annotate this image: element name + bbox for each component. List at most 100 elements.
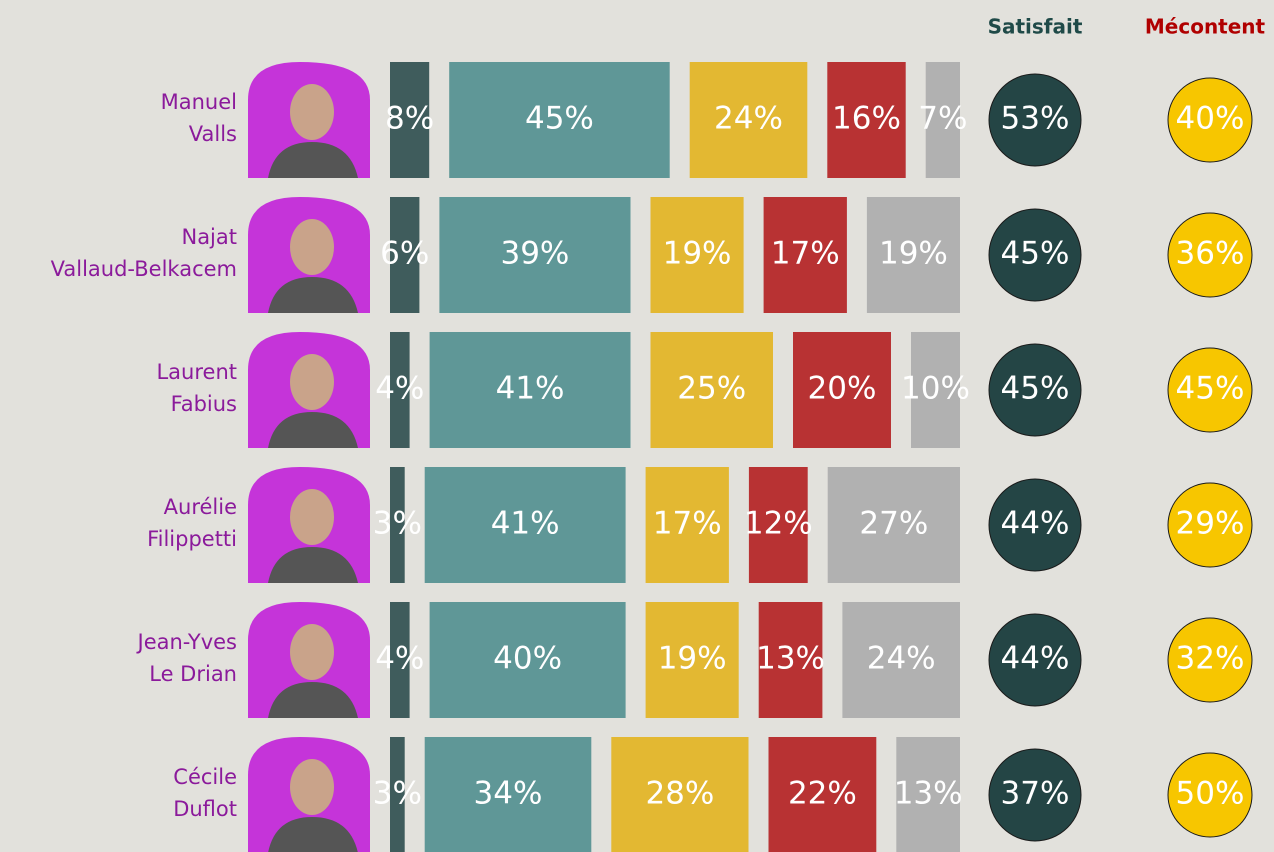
bar-segment [748, 467, 808, 583]
person-name: Aurélie [164, 495, 237, 519]
bar-label: 3% [373, 776, 422, 812]
bar-label: 6% [380, 236, 429, 272]
bar-segment [390, 602, 410, 718]
total-label: 36% [1176, 236, 1245, 272]
total-circle [988, 73, 1082, 167]
bar-segment [768, 737, 877, 852]
bar-label: 41% [491, 506, 560, 542]
photo-face [290, 219, 334, 275]
photo-face [290, 624, 334, 680]
photo-body [268, 277, 358, 313]
total-label: 37% [1001, 776, 1070, 812]
bar-label: 34% [474, 776, 543, 812]
bar-segment [763, 197, 847, 313]
total-circle [988, 748, 1082, 842]
bar-label: 41% [496, 371, 565, 407]
photo-face [290, 759, 334, 815]
bar-label: 13% [894, 776, 963, 812]
bar-label: 13% [756, 641, 825, 677]
total-circle [1167, 752, 1253, 838]
bar-label: 19% [658, 641, 727, 677]
total-label: 53% [1001, 101, 1070, 137]
person-name: Cécile [173, 765, 237, 789]
total-circle [988, 208, 1082, 302]
total-circle [1167, 77, 1253, 163]
bar-segment [645, 602, 739, 718]
total-label: 29% [1176, 506, 1245, 542]
bar-segment [650, 332, 773, 448]
bar-label: 25% [677, 371, 746, 407]
bar-label: 24% [714, 101, 783, 137]
person-name: Manuel [161, 90, 237, 114]
bar-label: 19% [663, 236, 732, 272]
person-name: Fabius [171, 392, 237, 416]
photo-body [268, 412, 358, 448]
bar-segment [650, 197, 744, 313]
column-header: Mécontent [1145, 15, 1266, 39]
person-name: Jean-Yves [136, 630, 238, 654]
bar-segment [645, 467, 729, 583]
person-name: Duflot [173, 797, 237, 821]
bar-segment [390, 467, 405, 583]
bar-segment [424, 737, 592, 852]
photo-face [290, 84, 334, 140]
total-label: 50% [1176, 776, 1245, 812]
photo-body [268, 817, 358, 852]
total-label: 45% [1176, 371, 1245, 407]
photo-body [268, 142, 358, 178]
person-name: Laurent [156, 360, 237, 384]
bar-label: 40% [493, 641, 562, 677]
bar-label: 4% [375, 641, 424, 677]
bar-label: 3% [373, 506, 422, 542]
bar-label: 17% [653, 506, 722, 542]
bar-segment [896, 737, 960, 852]
bar-segment [842, 602, 960, 718]
total-label: 45% [1001, 236, 1070, 272]
total-label: 32% [1176, 641, 1245, 677]
bar-label: 28% [645, 776, 714, 812]
total-circle [988, 343, 1082, 437]
bar-label: 22% [788, 776, 857, 812]
bar-segment [390, 197, 420, 313]
bar-label: 4% [375, 371, 424, 407]
bar-label: 17% [771, 236, 840, 272]
column-header: Satisfait [988, 15, 1083, 39]
bar-segment [429, 332, 631, 448]
total-label: 44% [1001, 506, 1070, 542]
person-name: Le Drian [149, 662, 237, 686]
bar-label: 8% [385, 101, 434, 137]
total-circle [1167, 617, 1253, 703]
total-circle [1167, 482, 1253, 568]
person-name: Filippetti [147, 527, 237, 551]
bar-label: 19% [879, 236, 948, 272]
bar-segment [827, 467, 960, 583]
bar-label: 16% [832, 101, 901, 137]
total-circle [988, 613, 1082, 707]
bar-segment [449, 62, 670, 178]
bar-label: 45% [525, 101, 594, 137]
total-circle [1167, 347, 1253, 433]
bar-segment [911, 332, 960, 448]
bar-segment [429, 602, 626, 718]
bar-segment [439, 197, 631, 313]
photo-body [268, 547, 358, 583]
bar-segment [424, 467, 626, 583]
bar-segment [758, 602, 823, 718]
bar-label: 24% [867, 641, 936, 677]
photo-face [290, 489, 334, 545]
bar-segment [390, 737, 405, 852]
photo-body [268, 682, 358, 718]
bar-label: 27% [859, 506, 928, 542]
bar-segment [689, 62, 808, 178]
person-name: Valls [189, 122, 237, 146]
total-circle [1167, 212, 1253, 298]
bar-segment [793, 332, 891, 448]
total-label: 44% [1001, 641, 1070, 677]
bar-label: 10% [901, 371, 970, 407]
bar-label: 39% [500, 236, 569, 272]
bar-label: 7% [918, 101, 967, 137]
bar-segment [925, 62, 960, 178]
total-label: 45% [1001, 371, 1070, 407]
bar-segment [866, 197, 960, 313]
